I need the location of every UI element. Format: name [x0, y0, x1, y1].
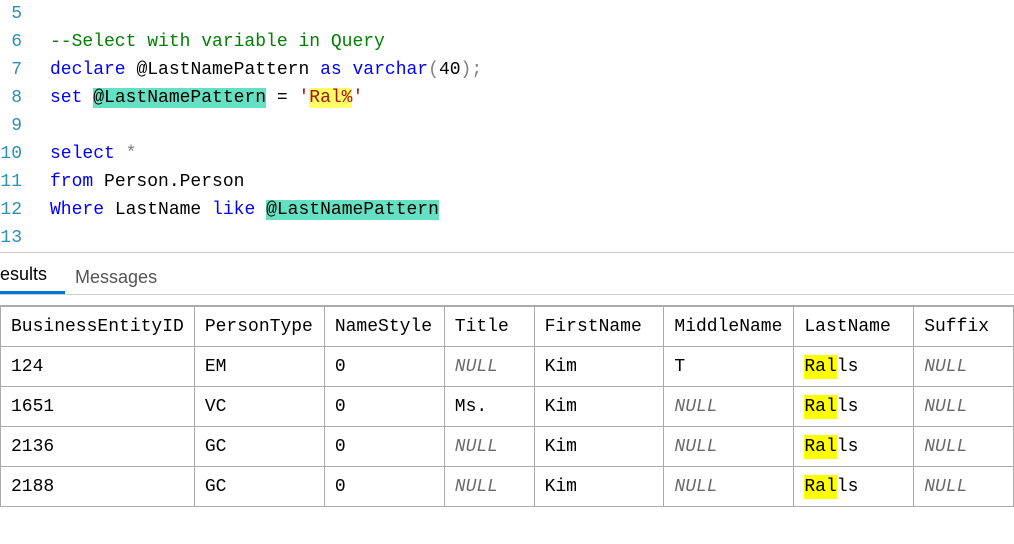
table-cell[interactable]: 2136 — [1, 427, 195, 467]
table-cell[interactable]: Ms. — [444, 387, 534, 427]
code-line: declare @LastNamePattern as varchar(40); — [50, 56, 1014, 84]
code-line: --Select with variable in Query — [50, 28, 1014, 56]
table-cell[interactable]: NULL — [444, 427, 534, 467]
column-header[interactable]: MiddleName — [664, 307, 794, 347]
table-row[interactable]: 2136GC0NULLKimNULLRallsNULL — [1, 427, 1014, 467]
table-cell[interactable]: NULL — [914, 427, 1014, 467]
table-cell[interactable]: NULL — [444, 467, 534, 507]
table-cell[interactable]: 1651 — [1, 387, 195, 427]
results-tabs: esults Messages — [0, 253, 1014, 295]
table-cell[interactable]: GC — [194, 427, 324, 467]
column-header[interactable]: LastName — [794, 307, 914, 347]
table-cell[interactable]: Ralls — [794, 387, 914, 427]
table-cell[interactable]: EM — [194, 347, 324, 387]
table-cell[interactable]: Ralls — [794, 347, 914, 387]
table-cell[interactable]: Ralls — [794, 467, 914, 507]
code-line: set @LastNamePattern = 'Ral%' — [50, 84, 1014, 112]
table-cell[interactable]: 2188 — [1, 467, 195, 507]
table-cell[interactable]: NULL — [914, 467, 1014, 507]
column-header[interactable]: FirstName — [534, 307, 664, 347]
table-cell[interactable]: GC — [194, 467, 324, 507]
line-number: 6 — [0, 28, 22, 56]
line-number: 7 — [0, 56, 22, 84]
line-number: 5 — [0, 0, 22, 28]
table-cell[interactable]: VC — [194, 387, 324, 427]
table-cell[interactable]: NULL — [664, 427, 794, 467]
table-cell[interactable]: Kim — [534, 467, 664, 507]
code-line: Where LastName like @LastNamePattern — [50, 196, 1014, 224]
table-cell[interactable]: 0 — [324, 387, 444, 427]
table-cell[interactable]: NULL — [444, 347, 534, 387]
table-cell[interactable]: Ralls — [794, 427, 914, 467]
line-number: 12 — [0, 196, 22, 224]
table-cell[interactable]: NULL — [664, 467, 794, 507]
table-cell[interactable]: 0 — [324, 467, 444, 507]
table-cell[interactable]: Kim — [534, 427, 664, 467]
code-line — [50, 112, 1014, 140]
code-area[interactable]: --Select with variable in Query declare … — [30, 0, 1014, 252]
line-number-gutter: 5678910111213 — [0, 0, 30, 252]
code-line — [50, 224, 1014, 252]
line-number: 8 — [0, 84, 22, 112]
line-number: 9 — [0, 112, 22, 140]
table-cell[interactable]: T — [664, 347, 794, 387]
code-line: from Person.Person — [50, 168, 1014, 196]
line-number: 11 — [0, 168, 22, 196]
results-pane: BusinessEntityIDPersonTypeNameStyleTitle… — [0, 305, 1014, 507]
table-cell[interactable]: 0 — [324, 427, 444, 467]
table-cell[interactable]: Kim — [534, 387, 664, 427]
tab-results[interactable]: esults — [0, 256, 65, 294]
table-cell[interactable]: NULL — [914, 347, 1014, 387]
table-cell[interactable]: NULL — [664, 387, 794, 427]
code-line: select * — [50, 140, 1014, 168]
table-cell[interactable]: NULL — [914, 387, 1014, 427]
line-number: 13 — [0, 224, 22, 252]
results-grid[interactable]: BusinessEntityIDPersonTypeNameStyleTitle… — [0, 306, 1014, 507]
tab-messages[interactable]: Messages — [75, 259, 175, 294]
line-number: 10 — [0, 140, 22, 168]
column-header[interactable]: Suffix — [914, 307, 1014, 347]
column-header[interactable]: Title — [444, 307, 534, 347]
table-row[interactable]: 124EM0NULLKimTRallsNULL — [1, 347, 1014, 387]
table-cell[interactable]: Kim — [534, 347, 664, 387]
code-line — [50, 0, 1014, 28]
code-editor[interactable]: 5678910111213 --Select with variable in … — [0, 0, 1014, 253]
column-header[interactable]: NameStyle — [324, 307, 444, 347]
column-header[interactable]: BusinessEntityID — [1, 307, 195, 347]
column-header[interactable]: PersonType — [194, 307, 324, 347]
table-cell[interactable]: 0 — [324, 347, 444, 387]
table-row[interactable]: 2188GC0NULLKimNULLRallsNULL — [1, 467, 1014, 507]
table-row[interactable]: 1651VC0Ms.KimNULLRallsNULL — [1, 387, 1014, 427]
table-cell[interactable]: 124 — [1, 347, 195, 387]
